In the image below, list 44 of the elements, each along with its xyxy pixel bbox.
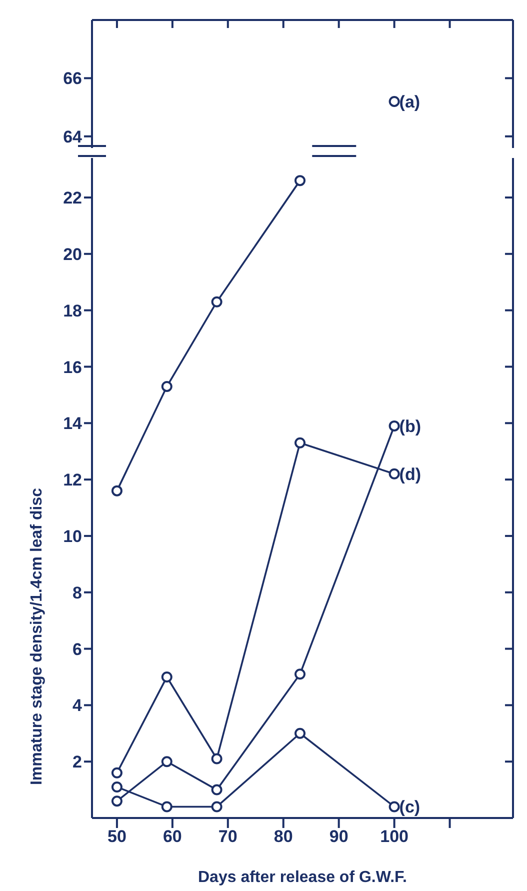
point bbox=[211, 753, 222, 764]
point bbox=[294, 437, 306, 448]
y-tick-label: 6 bbox=[72, 640, 82, 659]
x-tick-label: 60 bbox=[162, 827, 182, 846]
y-tick-label: 2 bbox=[72, 752, 82, 772]
y-tick-label: 8 bbox=[72, 583, 82, 602]
point bbox=[111, 796, 122, 807]
point bbox=[161, 756, 172, 768]
series-label: (b) bbox=[399, 416, 422, 436]
point bbox=[388, 468, 400, 480]
point bbox=[111, 485, 122, 496]
y-tick-label: 66 bbox=[63, 69, 82, 88]
point bbox=[111, 767, 122, 778]
point bbox=[211, 784, 222, 796]
y-tick-label: 14 bbox=[63, 414, 83, 434]
x-tick-label: 70 bbox=[218, 827, 238, 846]
x-tick-label: 80 bbox=[274, 827, 293, 846]
y-tick-label: 18 bbox=[63, 301, 82, 320]
y-tick-label: 12 bbox=[63, 470, 82, 490]
x-axis-title: Days after release of G.W.F. bbox=[198, 869, 407, 886]
point bbox=[161, 801, 172, 812]
y-tick-label: 10 bbox=[63, 526, 82, 546]
x-tick-label: 50 bbox=[108, 827, 126, 846]
series-label: (d) bbox=[399, 464, 422, 484]
point bbox=[211, 296, 222, 308]
point bbox=[294, 728, 306, 739]
point bbox=[161, 671, 172, 682]
y-axis-title: Immature stage density/1.4cm leaf disc bbox=[28, 488, 46, 786]
x-tick-label: 90 bbox=[329, 827, 348, 846]
x-tick-label: 100 bbox=[380, 827, 408, 846]
point bbox=[388, 801, 400, 812]
y-tick-label: 20 bbox=[63, 244, 82, 264]
point bbox=[294, 175, 306, 186]
point bbox=[211, 801, 222, 812]
y-tick-label: 64 bbox=[63, 127, 83, 146]
y-tick-label: 16 bbox=[63, 358, 82, 377]
point bbox=[111, 781, 122, 792]
y-tick-label: 22 bbox=[63, 188, 82, 208]
point bbox=[161, 380, 172, 392]
point bbox=[388, 420, 400, 432]
series-label: (c) bbox=[399, 798, 420, 817]
y-tick-label: 4 bbox=[72, 696, 83, 716]
series-label: (a) bbox=[399, 92, 420, 112]
point bbox=[294, 668, 306, 680]
